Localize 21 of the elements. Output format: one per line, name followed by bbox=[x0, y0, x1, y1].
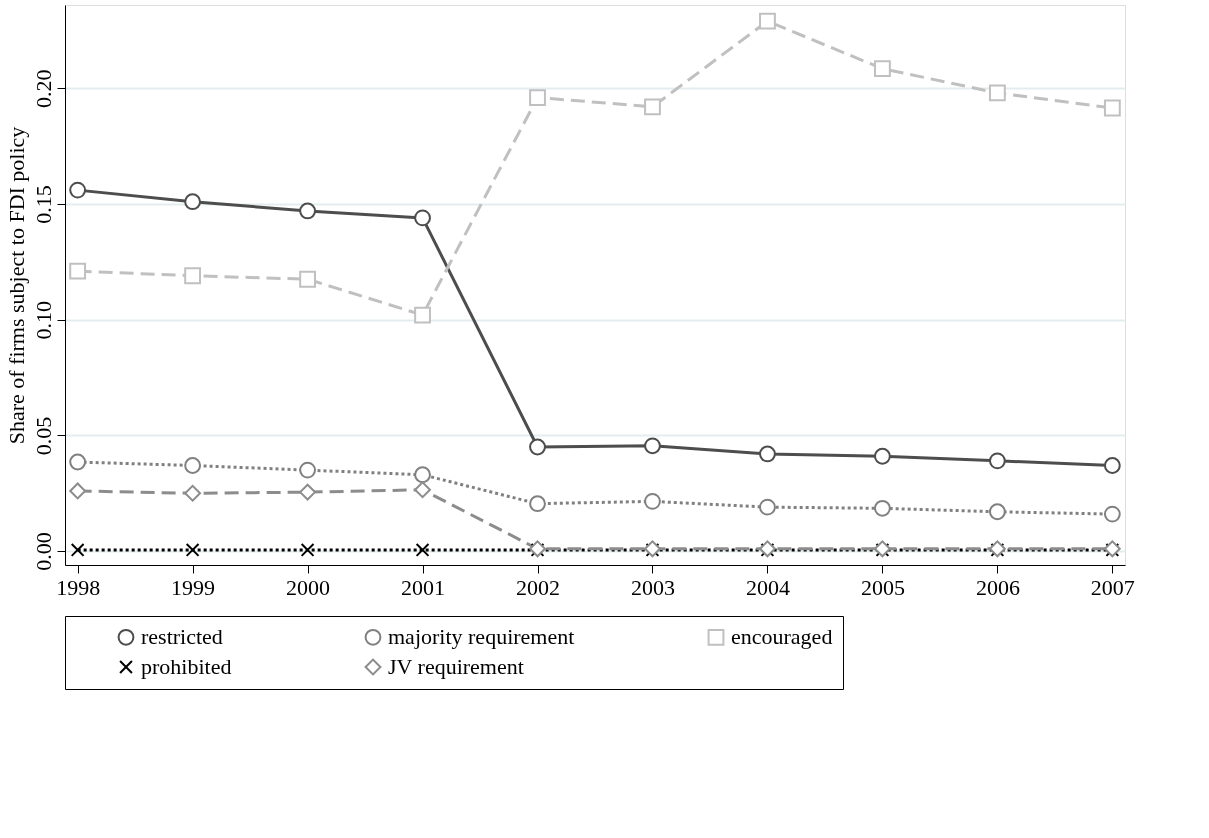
x-tick-label: 1998 bbox=[56, 574, 101, 600]
y-tick-label: 0.00 bbox=[30, 532, 56, 571]
legend-label: JV requirement bbox=[388, 654, 524, 679]
y-tick-label: 0.05 bbox=[30, 416, 56, 456]
x-tick-label: 2006 bbox=[975, 574, 1020, 600]
legend-label: prohibited bbox=[141, 654, 232, 679]
x-tick-label: 1999 bbox=[171, 574, 216, 600]
y-tick-label: 0.20 bbox=[30, 69, 56, 109]
x-tick-label: 2002 bbox=[516, 574, 561, 600]
x-tick-label: 2003 bbox=[630, 574, 675, 600]
x-tick-label: 2005 bbox=[860, 574, 905, 600]
y-axis-title: Share of firms subject to FDI policy bbox=[3, 126, 29, 445]
legend-label: encouraged bbox=[731, 624, 833, 650]
y-tick-label: 0.15 bbox=[30, 185, 56, 224]
y-tick-label: 0.10 bbox=[30, 300, 56, 340]
x-tick-label: 2007 bbox=[1090, 574, 1135, 600]
legend-label: majority requirement bbox=[388, 624, 575, 650]
legend-label: restricted bbox=[141, 624, 223, 650]
x-tick-label: 2001 bbox=[401, 574, 446, 600]
x-tick-label: 2000 bbox=[286, 574, 331, 600]
x-tick-label: 2004 bbox=[745, 574, 790, 600]
